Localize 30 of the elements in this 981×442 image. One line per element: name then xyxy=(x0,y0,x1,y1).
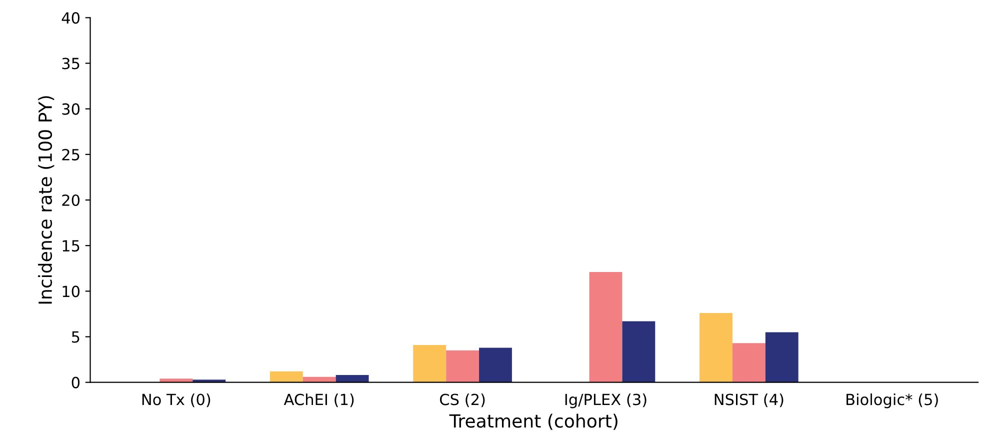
y-tick-label: 5 xyxy=(72,331,80,343)
y-tick-label: 30 xyxy=(62,103,80,115)
x-axis-title: Treatment (cohort) xyxy=(449,414,618,430)
bar xyxy=(589,272,622,382)
bar xyxy=(302,376,336,382)
x-tick-label: CS (2) xyxy=(440,393,485,408)
bar xyxy=(479,348,512,382)
bar xyxy=(765,332,798,382)
y-tick-label: 35 xyxy=(62,58,80,70)
y-tick-label: 15 xyxy=(62,240,80,252)
bar xyxy=(732,343,766,382)
y-tick-label: 10 xyxy=(62,286,80,298)
bar xyxy=(446,350,480,382)
y-axis-title: Incidence rate (100 PY) xyxy=(38,96,54,304)
bar xyxy=(192,380,226,382)
x-tick-label: No Tx (0) xyxy=(142,393,210,408)
y-tick-label: 0 xyxy=(72,376,80,388)
y-tick-label: 25 xyxy=(62,148,80,160)
x-tick-label: Biologic* (5) xyxy=(846,393,938,408)
y-tick-label: 40 xyxy=(62,12,80,24)
x-tick-label: Ig/PLEX (3) xyxy=(565,393,646,408)
bar xyxy=(700,313,732,382)
bar xyxy=(413,344,446,382)
x-tick-label: NSIST (4) xyxy=(714,393,784,408)
y-tick-label: 20 xyxy=(62,194,80,206)
bar xyxy=(270,371,303,382)
bar xyxy=(160,378,193,382)
bar xyxy=(622,321,656,382)
x-tick-label: AChEI (1) xyxy=(284,393,354,408)
bar xyxy=(336,375,369,382)
